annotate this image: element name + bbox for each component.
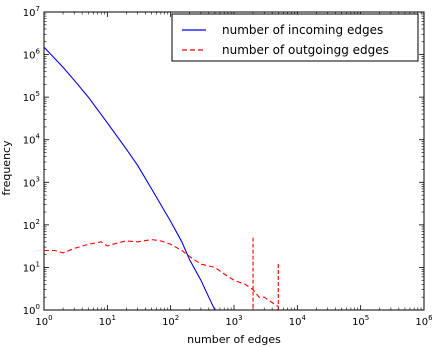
- x-tick-label-5: 105: [352, 314, 369, 328]
- legend-label-incoming: number of incoming edges: [222, 23, 383, 37]
- y-tick-label-0: 100: [23, 303, 40, 317]
- y-tick-label-1: 101: [23, 260, 40, 274]
- x-axis-label: number of edges: [187, 333, 281, 346]
- series-line-incoming-edges: [43, 46, 216, 311]
- x-tick-label-3: 103: [225, 314, 242, 328]
- legend-box: [171, 13, 419, 62]
- y-tick-label-5: 105: [23, 90, 40, 104]
- x-tick-label-4: 104: [289, 314, 307, 328]
- y-tick-label-7: 107: [23, 5, 40, 19]
- y-axis-label: frequency: [0, 140, 13, 196]
- x-tick-label-6: 106: [415, 314, 432, 328]
- plot-frame: [43, 11, 425, 311]
- x-tick-label-2: 102: [162, 314, 179, 328]
- x-tick-label-0: 100: [35, 314, 52, 328]
- legend-label-outgoing: number of outgoingg edges: [222, 43, 389, 57]
- series-line-outgoing-edges: [44, 239, 279, 308]
- legend: number of incoming edges number of outgo…: [171, 13, 419, 62]
- tick-layer: 100 101 102 103 104 105 106 100 101 102 103 104 105 1…: [23, 5, 432, 328]
- x-tick-label-1: 101: [99, 314, 116, 328]
- plot-area: [43, 11, 425, 311]
- y-tick-label-3: 103: [23, 175, 40, 189]
- y-tick-label-2: 102: [23, 218, 40, 232]
- y-tick-label-4: 104: [23, 133, 41, 147]
- y-tick-label-6: 106: [23, 48, 41, 62]
